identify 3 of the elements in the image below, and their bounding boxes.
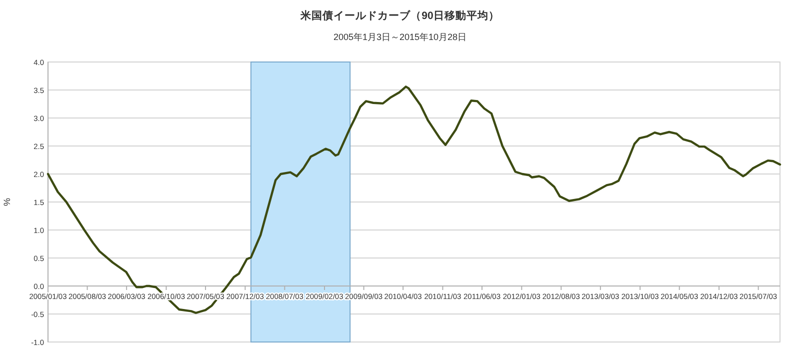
chart-title: 米国債イールドカーブ（90日移動平均） (300, 9, 500, 22)
chart-subtitle: 2005年1月3日～2015年10月28日 (333, 32, 467, 42)
y-axis-title: % (2, 198, 12, 206)
